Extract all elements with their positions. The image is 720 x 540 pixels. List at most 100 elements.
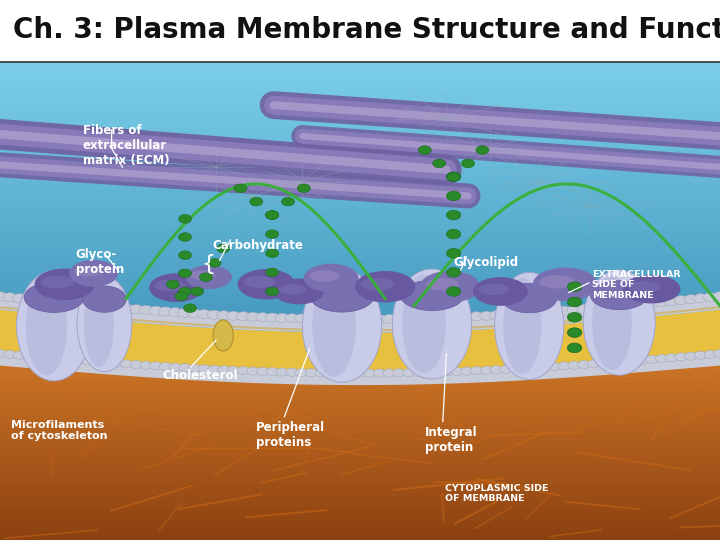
Circle shape bbox=[694, 351, 706, 359]
Circle shape bbox=[480, 311, 493, 320]
Circle shape bbox=[418, 146, 431, 154]
Circle shape bbox=[188, 309, 202, 318]
Ellipse shape bbox=[392, 269, 472, 379]
Polygon shape bbox=[0, 387, 720, 392]
Ellipse shape bbox=[361, 278, 395, 291]
Circle shape bbox=[588, 360, 600, 368]
Circle shape bbox=[655, 354, 667, 362]
Circle shape bbox=[217, 310, 230, 320]
Circle shape bbox=[32, 295, 46, 305]
Ellipse shape bbox=[590, 281, 648, 309]
Ellipse shape bbox=[420, 271, 480, 302]
Circle shape bbox=[305, 314, 318, 323]
Circle shape bbox=[305, 369, 318, 377]
Polygon shape bbox=[0, 373, 720, 377]
Polygon shape bbox=[0, 62, 720, 70]
Circle shape bbox=[446, 268, 461, 277]
Ellipse shape bbox=[24, 282, 84, 313]
Polygon shape bbox=[0, 325, 720, 333]
Polygon shape bbox=[0, 511, 720, 516]
Circle shape bbox=[354, 369, 366, 377]
Circle shape bbox=[266, 249, 279, 258]
Circle shape bbox=[421, 314, 435, 323]
Circle shape bbox=[548, 307, 562, 316]
Circle shape bbox=[451, 313, 464, 322]
Ellipse shape bbox=[26, 276, 67, 375]
Ellipse shape bbox=[495, 272, 564, 380]
Polygon shape bbox=[0, 198, 720, 206]
Polygon shape bbox=[0, 333, 720, 341]
Circle shape bbox=[81, 300, 94, 309]
Circle shape bbox=[703, 293, 717, 302]
Ellipse shape bbox=[69, 260, 118, 287]
Circle shape bbox=[616, 357, 629, 366]
Circle shape bbox=[422, 368, 434, 376]
Polygon shape bbox=[0, 94, 720, 102]
Circle shape bbox=[111, 359, 123, 367]
Polygon shape bbox=[0, 213, 720, 221]
Circle shape bbox=[228, 366, 240, 374]
Polygon shape bbox=[0, 102, 720, 110]
Polygon shape bbox=[0, 261, 720, 269]
Circle shape bbox=[447, 172, 460, 181]
Circle shape bbox=[140, 361, 152, 369]
Circle shape bbox=[693, 294, 707, 303]
Circle shape bbox=[179, 214, 192, 223]
Polygon shape bbox=[0, 86, 720, 94]
Circle shape bbox=[539, 363, 551, 371]
Circle shape bbox=[461, 367, 473, 375]
Circle shape bbox=[23, 352, 35, 360]
Circle shape bbox=[120, 304, 133, 313]
Polygon shape bbox=[0, 454, 720, 459]
Circle shape bbox=[237, 367, 249, 375]
Circle shape bbox=[470, 312, 484, 321]
Circle shape bbox=[0, 349, 6, 357]
Circle shape bbox=[441, 368, 454, 376]
Circle shape bbox=[282, 197, 294, 206]
Circle shape bbox=[294, 314, 308, 323]
Circle shape bbox=[713, 292, 720, 301]
Ellipse shape bbox=[304, 264, 359, 293]
Circle shape bbox=[510, 364, 522, 373]
Polygon shape bbox=[0, 406, 720, 411]
Polygon shape bbox=[0, 449, 720, 454]
Polygon shape bbox=[0, 341, 720, 349]
Polygon shape bbox=[0, 309, 720, 373]
Circle shape bbox=[519, 364, 531, 372]
Circle shape bbox=[234, 184, 247, 193]
Polygon shape bbox=[0, 238, 720, 245]
Circle shape bbox=[684, 295, 698, 303]
Ellipse shape bbox=[473, 277, 528, 306]
Circle shape bbox=[266, 211, 279, 219]
Circle shape bbox=[665, 296, 678, 306]
Circle shape bbox=[413, 368, 425, 376]
Circle shape bbox=[179, 233, 192, 241]
Circle shape bbox=[266, 313, 279, 322]
Ellipse shape bbox=[583, 270, 655, 375]
Ellipse shape bbox=[74, 266, 101, 276]
Ellipse shape bbox=[312, 275, 356, 377]
Polygon shape bbox=[0, 293, 720, 301]
Polygon shape bbox=[0, 516, 720, 521]
Circle shape bbox=[392, 314, 406, 323]
Text: {: { bbox=[202, 254, 216, 274]
Circle shape bbox=[13, 294, 27, 303]
Circle shape bbox=[433, 159, 446, 168]
Circle shape bbox=[325, 369, 337, 377]
Circle shape bbox=[567, 297, 582, 307]
Circle shape bbox=[33, 353, 45, 361]
Circle shape bbox=[72, 356, 84, 364]
Circle shape bbox=[549, 362, 561, 370]
Text: Cholesterol: Cholesterol bbox=[162, 369, 238, 382]
Circle shape bbox=[198, 364, 210, 373]
Polygon shape bbox=[0, 444, 720, 449]
Polygon shape bbox=[0, 181, 720, 190]
Polygon shape bbox=[0, 377, 720, 382]
Ellipse shape bbox=[593, 275, 632, 370]
Circle shape bbox=[626, 357, 639, 365]
Polygon shape bbox=[0, 435, 720, 440]
Polygon shape bbox=[0, 363, 720, 368]
Circle shape bbox=[250, 197, 263, 206]
Circle shape bbox=[0, 292, 7, 301]
Circle shape bbox=[178, 308, 192, 318]
